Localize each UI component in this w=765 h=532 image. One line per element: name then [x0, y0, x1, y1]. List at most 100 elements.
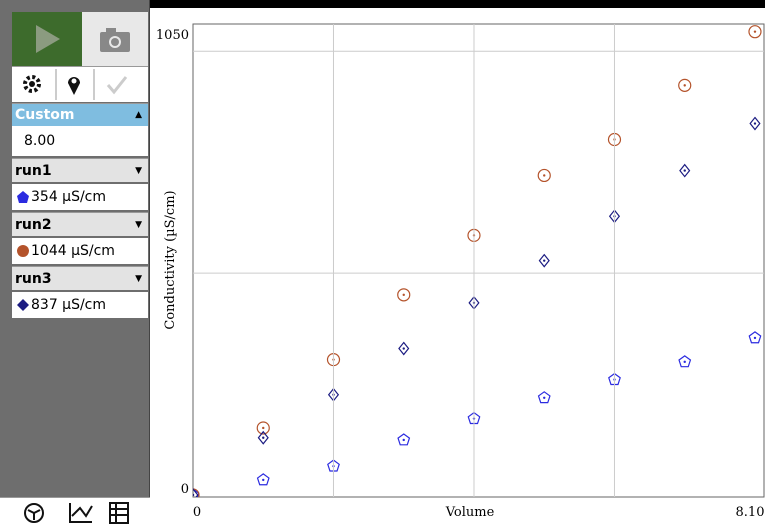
caret: ▼ [135, 273, 142, 284]
run-reading: 1044 µS/cm [31, 243, 115, 259]
data-point [256, 421, 270, 435]
run-name: run2 [15, 216, 52, 233]
data-point [678, 355, 692, 368]
marker-shape [257, 430, 269, 445]
marker-dot [193, 493, 195, 497]
run-reading-row: 354 µS/cm [12, 184, 148, 210]
marker-shape [678, 355, 692, 368]
marker-dot [543, 174, 546, 177]
custom-header[interactable]: Custom ▲ [12, 103, 148, 126]
marker-shape [193, 488, 199, 497]
plot-frame [192, 23, 765, 498]
run-reading: 837 µS/cm [31, 297, 107, 313]
marker-shape [398, 341, 410, 356]
run-name: run3 [15, 270, 52, 287]
marker-dot [753, 30, 757, 33]
marker-dot [543, 396, 546, 400]
table-icon[interactable] [109, 502, 129, 524]
camera-button[interactable] [82, 12, 148, 66]
graph: Conductivity (µS/cm) Volume 0 1050 0 8.10 [156, 23, 765, 520]
tool-row [12, 66, 148, 102]
marker-dot [262, 426, 265, 430]
y-tick-label: 1050 [156, 28, 189, 43]
marks [193, 25, 762, 497]
x-tick-label: 8.10 [736, 505, 765, 520]
bottom-icons [24, 502, 129, 524]
marker-dot [753, 336, 757, 340]
data-point [538, 253, 550, 268]
gear-icon[interactable] [23, 75, 41, 93]
marker-shape [748, 331, 762, 344]
run-icon [17, 191, 29, 203]
marker-shape [256, 421, 270, 435]
data-point [748, 25, 762, 39]
run-icon [17, 245, 29, 257]
bottom-bar [0, 497, 150, 528]
custom-value-row: 8.00 [12, 126, 148, 156]
run-icon [17, 299, 29, 311]
data-point [537, 168, 551, 183]
marker-dot [262, 478, 265, 482]
marker-dot [402, 293, 405, 297]
run-name: run1 [15, 162, 52, 179]
marker-shape [397, 288, 411, 302]
marker-dot [402, 438, 405, 442]
play-icon [36, 25, 60, 53]
data-point [749, 116, 761, 131]
x-axis-label: Volume [445, 505, 495, 520]
run-icon-shape [17, 191, 29, 203]
data-point [193, 488, 199, 497]
caret: ▼ [135, 219, 142, 230]
run-header[interactable]: run1 ▼ [12, 158, 148, 182]
marker-shape [678, 78, 692, 92]
marker-shape [537, 391, 551, 404]
custom-value: 8.00 [24, 133, 56, 149]
marker-shape [397, 433, 411, 446]
graph-icon[interactable] [69, 503, 93, 523]
data-point [678, 78, 692, 92]
marker-shape [537, 168, 551, 183]
caret: ▼ [135, 165, 142, 176]
run-reading: 354 µS/cm [31, 189, 107, 205]
y-axis-label: Conductivity (µS/cm) [163, 190, 178, 329]
marker-shape [193, 488, 200, 497]
marker-dot [402, 347, 405, 350]
y-tick-label: 0 [181, 482, 189, 497]
tool-icons [23, 69, 128, 100]
check-icon [106, 76, 128, 95]
pin-icon[interactable] [68, 77, 80, 95]
marker-dot [683, 360, 686, 364]
run-reading-row: 1044 µS/cm [12, 238, 148, 264]
marker-dot [262, 436, 265, 439]
data-point [398, 341, 410, 356]
marker-shape [256, 473, 270, 486]
data-point [256, 473, 270, 486]
meter-icon[interactable] [24, 503, 44, 523]
marker-dot [683, 169, 686, 172]
run-header[interactable]: run3 ▼ [12, 266, 148, 290]
data-point [537, 391, 551, 404]
data-point [397, 288, 411, 302]
run-reading-row: 837 µS/cm [12, 292, 148, 318]
data-point [397, 433, 411, 446]
sidebar: Custom ▲ 8.00 run1 ▼ 354 µS/cm run2 ▼ 1044 µS/… [0, 0, 150, 528]
marker-dot [683, 84, 686, 87]
data-point [748, 331, 762, 344]
data-point [679, 163, 691, 178]
marker-shape [748, 25, 762, 39]
marker-shape [749, 116, 761, 131]
run-icon-shape [17, 299, 29, 311]
camera-icon [100, 28, 130, 52]
custom-label: Custom [15, 107, 75, 123]
marker-shape [679, 163, 691, 178]
data-point [257, 430, 269, 445]
marker-dot [543, 259, 546, 262]
marker-shape [193, 488, 200, 497]
x-tick-label: 0 [193, 505, 201, 520]
top-edge [150, 0, 765, 8]
run-icon-shape [17, 245, 29, 257]
marker-dot [753, 122, 757, 125]
run-header[interactable]: run2 ▼ [12, 212, 148, 236]
play-button[interactable] [12, 12, 82, 66]
